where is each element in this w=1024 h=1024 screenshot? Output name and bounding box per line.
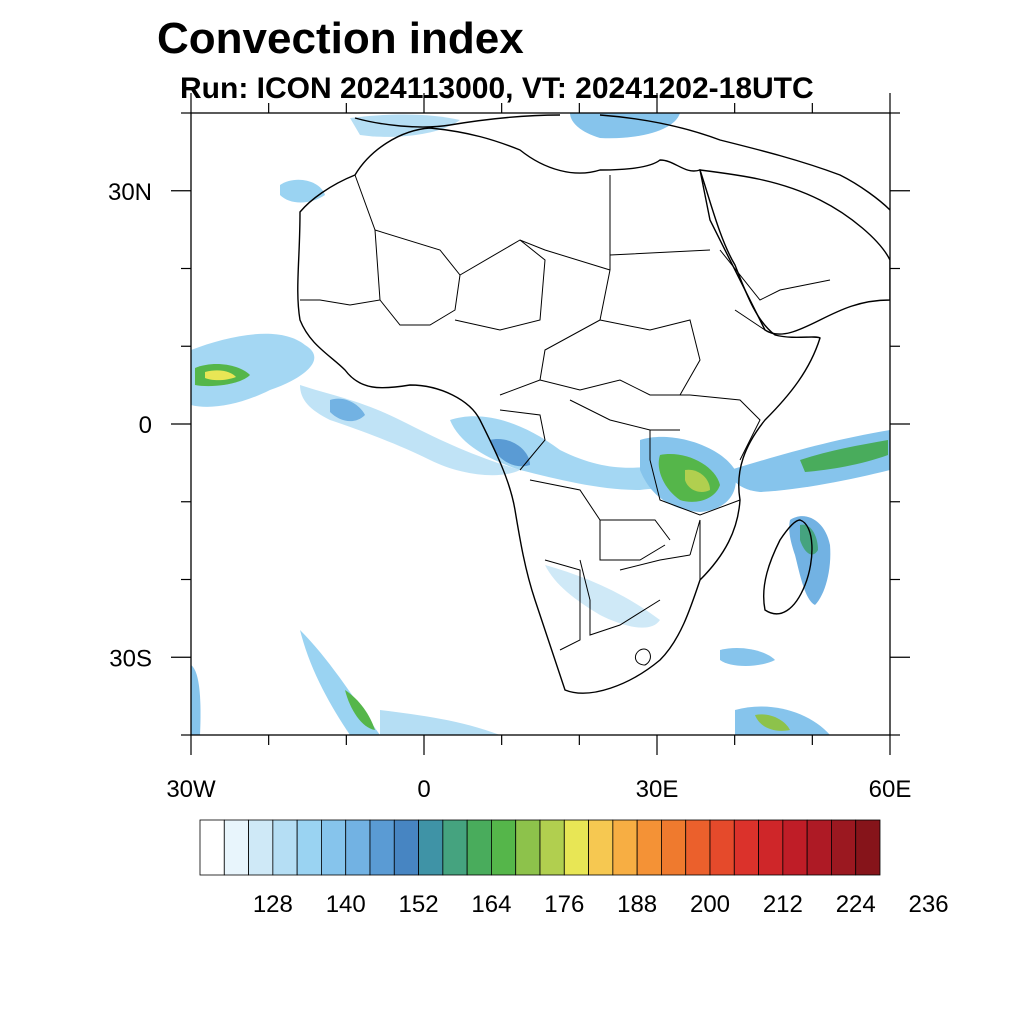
convection-core-madagascar	[800, 524, 818, 555]
colorbar-box	[563, 819, 589, 876]
europe-coastline	[354, 114, 890, 211]
colorbar-box	[806, 819, 832, 876]
convection-area-gulf-guinea-2	[330, 398, 365, 422]
convection-area-atlantic-itcz	[191, 333, 315, 407]
colorbar-label: 140	[326, 891, 366, 918]
colorbar-box	[758, 819, 784, 876]
colorbar-box	[636, 819, 662, 876]
colorbar-box	[248, 819, 274, 876]
colorbar-box	[612, 819, 638, 876]
axis-tick-labels: 30W 0 30E 60E 30N 0 30S	[108, 179, 911, 803]
arabia-coastline	[699, 169, 890, 335]
colorbar-box	[296, 819, 322, 876]
colorbar-label: 188	[617, 891, 657, 918]
convection-core-congo	[490, 439, 530, 467]
colorbar-box	[369, 819, 395, 876]
convection-area-south-indian-2	[735, 706, 830, 735]
axis-ticks	[171, 93, 910, 755]
colorbar-box	[661, 819, 687, 876]
y-tick-label: 30N	[108, 179, 152, 206]
country-borders	[300, 174, 831, 666]
convection-shading	[191, 113, 890, 735]
convection-area-southern-africa	[545, 565, 660, 628]
colorbar-box	[588, 819, 614, 876]
madagascar-coastline	[763, 519, 813, 615]
colorbar-box	[393, 819, 419, 876]
colorbar-box	[515, 819, 541, 876]
colorbar-label: 236	[909, 891, 949, 918]
x-tick-label: 30W	[166, 776, 216, 803]
colorbar-box	[223, 819, 249, 876]
y-tick-label: 0	[139, 412, 152, 439]
colorbar-box	[733, 819, 759, 876]
colorbar-box	[539, 819, 565, 876]
colorbar-box	[442, 819, 468, 876]
colorbar-box	[709, 819, 735, 876]
colorbar-label: 164	[471, 891, 511, 918]
colorbar-box	[321, 819, 347, 876]
colorbar-box	[782, 819, 808, 876]
colorbar-label: 212	[763, 891, 803, 918]
x-tick-label: 30E	[636, 776, 679, 803]
convection-core-indian-ocean	[800, 440, 888, 472]
map-title: Convection index	[157, 14, 524, 63]
colorbar-box	[831, 819, 857, 876]
colorbar-label: 200	[690, 891, 730, 918]
colorbar-label: 128	[253, 891, 293, 918]
convection-area-south-atlantic-2	[380, 710, 500, 735]
convection-peak-east-africa	[685, 469, 710, 492]
map-subtitle: Run: ICON 2024113000, VT: 20241202-18UTC	[180, 72, 814, 105]
colorbar-boxes	[199, 819, 881, 876]
convection-area-canaries	[280, 179, 325, 203]
coastlines	[297, 114, 890, 694]
convection-area-mediterranean-east	[570, 113, 680, 139]
colorbar-label: 176	[544, 891, 584, 918]
colorbar-labels: 128 140 152 164 176 188 200 212 224 236	[253, 891, 949, 918]
x-tick-label: 60E	[869, 776, 912, 803]
colorbar-box	[345, 819, 371, 876]
convection-peak-atlantic	[205, 370, 236, 381]
colorbar-box	[491, 819, 517, 876]
convection-area-madagascar	[789, 516, 831, 605]
colorbar-box	[418, 819, 444, 876]
africa-coastline	[297, 127, 821, 694]
convection-area-sw-corner	[191, 665, 201, 735]
colorbar-label: 224	[836, 891, 876, 918]
colorbar-box	[685, 819, 711, 876]
y-tick-label: 30S	[109, 645, 152, 672]
colorbar-label: 152	[399, 891, 439, 918]
colorbar-box	[466, 819, 492, 876]
convection-core-south-indian	[755, 714, 790, 731]
colorbar-box	[199, 819, 225, 876]
x-tick-label: 0	[417, 776, 430, 803]
colorbar-box	[272, 819, 298, 876]
convection-area-south-indian	[720, 648, 775, 666]
convection-core-south-atlantic	[345, 690, 375, 730]
colorbar-box	[855, 819, 881, 876]
